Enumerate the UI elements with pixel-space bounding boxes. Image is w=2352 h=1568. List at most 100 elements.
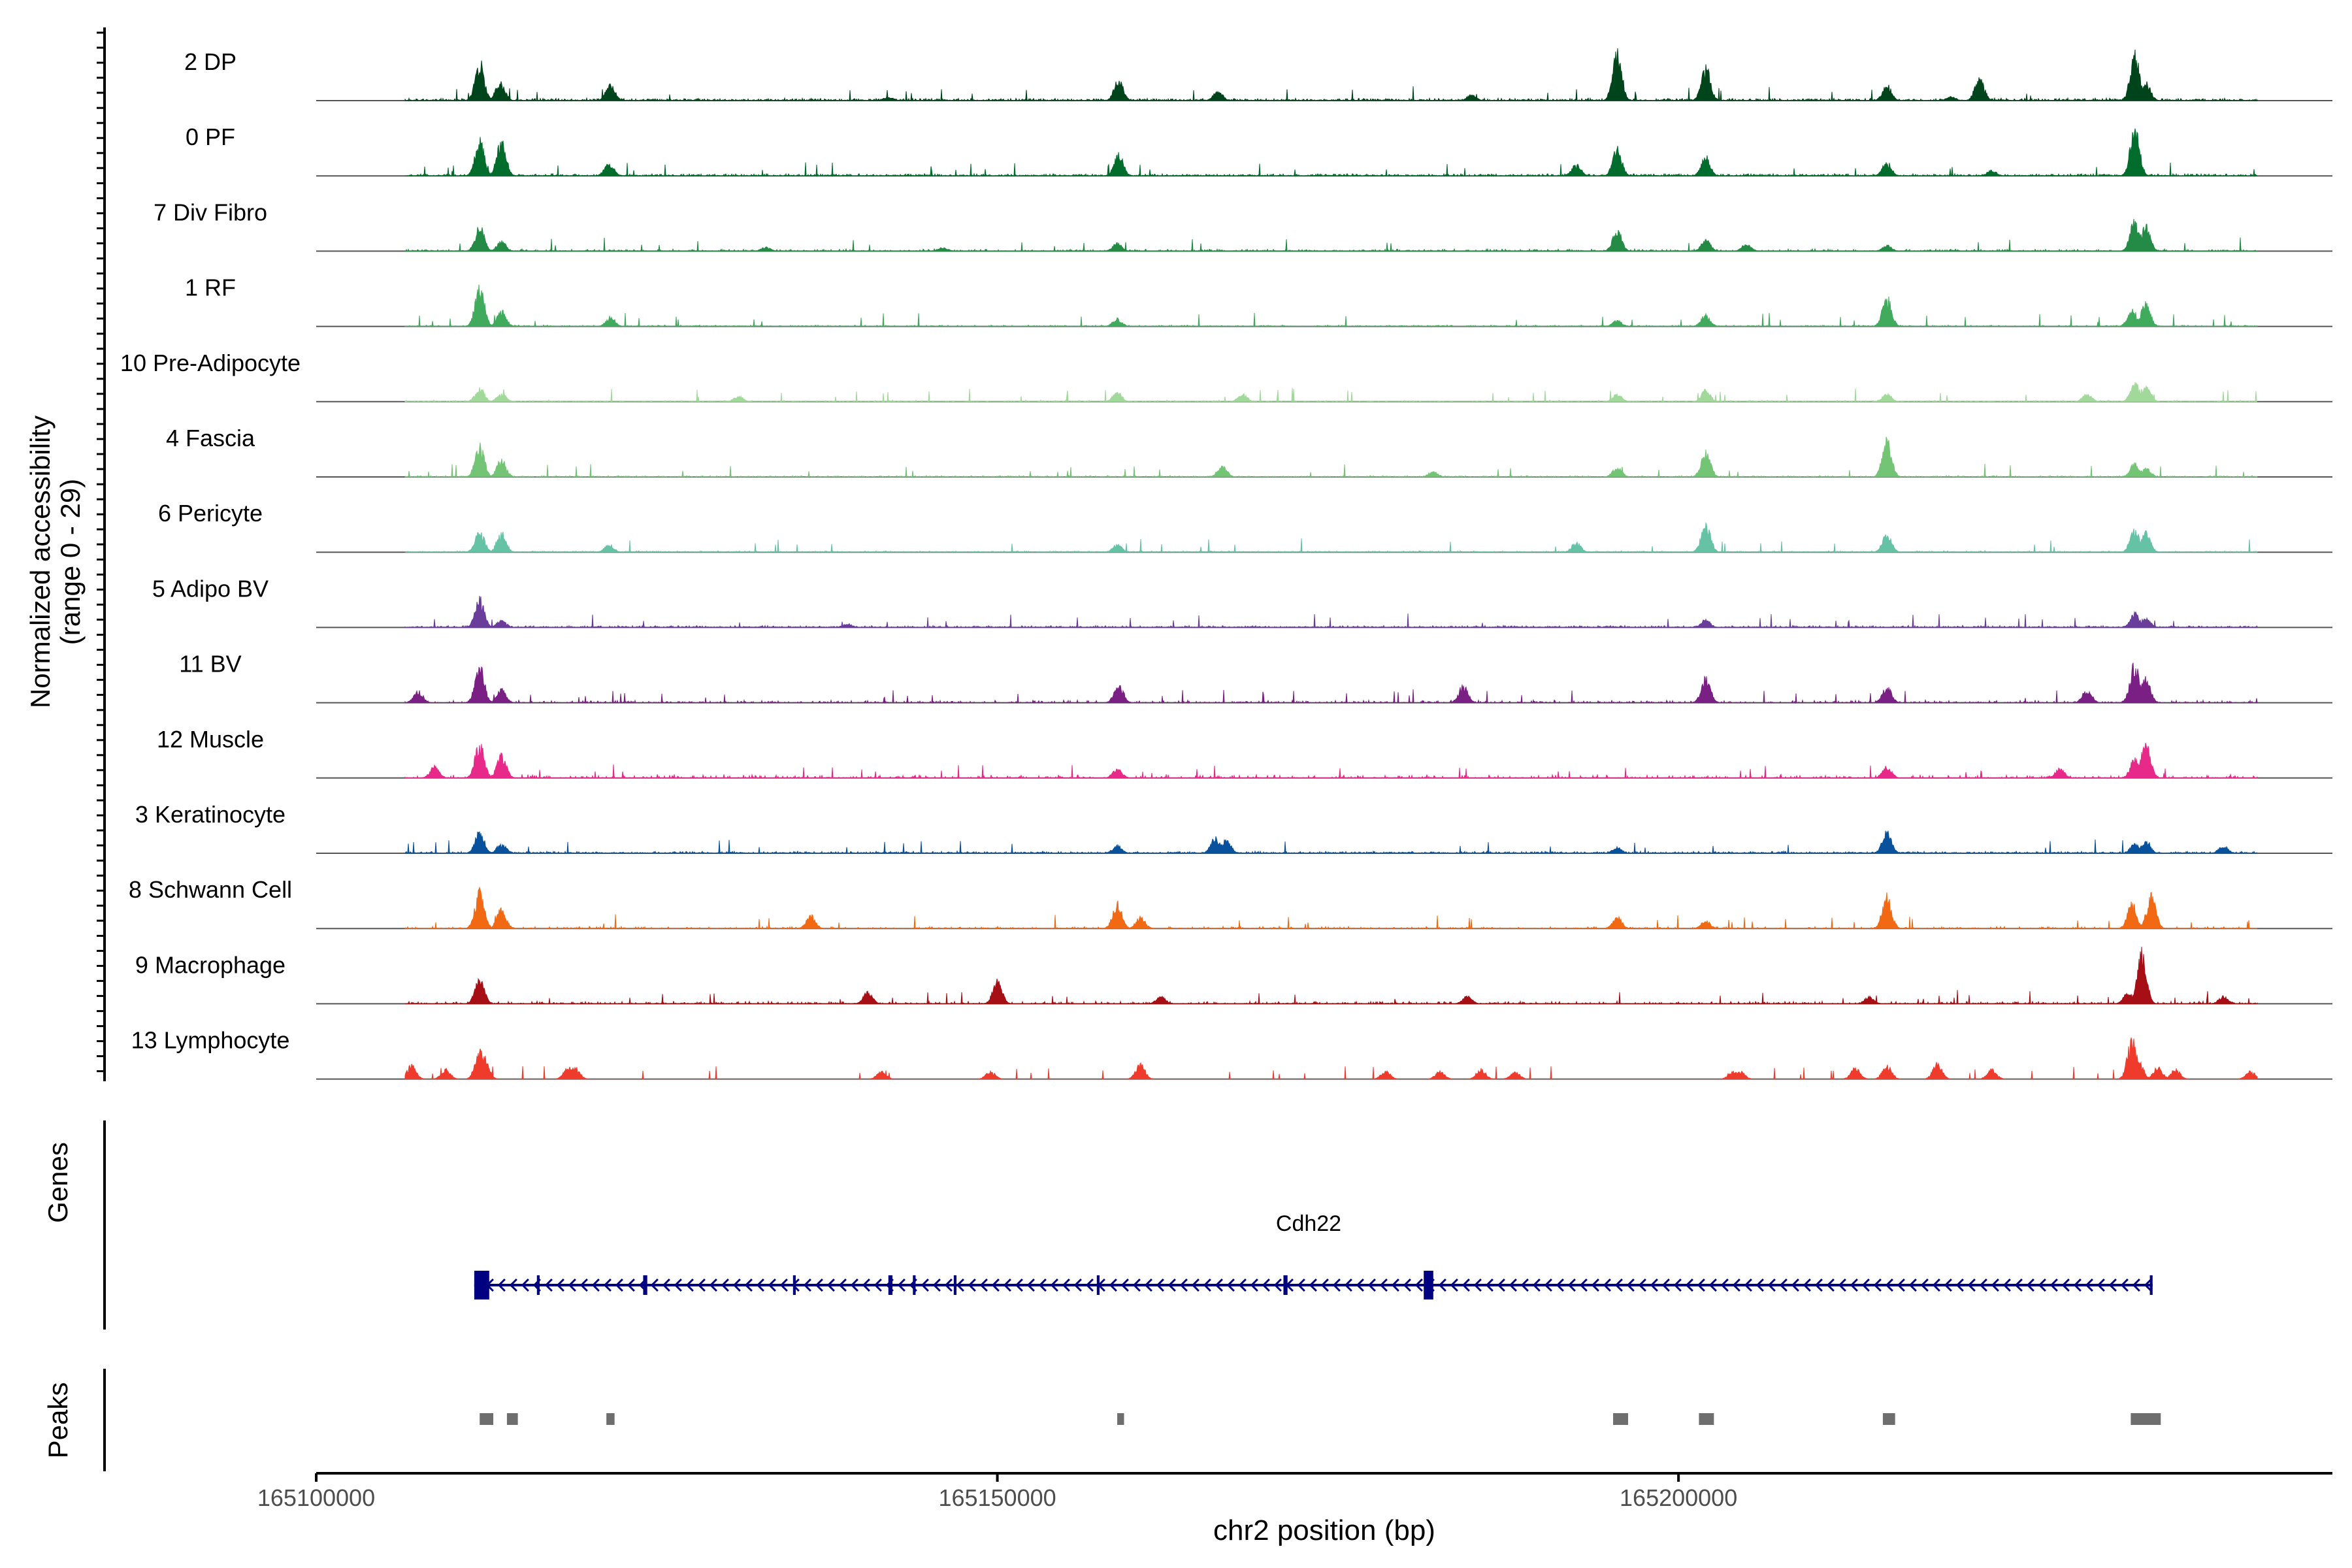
strand-arrow [1650, 1278, 1658, 1292]
strand-arrow [1191, 1278, 1200, 1292]
strand-arrow [1861, 1278, 1870, 1292]
strand-arrow [1732, 1278, 1740, 1292]
y-axis-label: Normalized accessibility [25, 416, 56, 708]
strand-arrow [1485, 1278, 1494, 1292]
strand-arrow [603, 1278, 612, 1292]
strand-arrow [1132, 1278, 1141, 1292]
strand-arrow [921, 1278, 929, 1292]
strand-arrow [2026, 1278, 2034, 1292]
coverage-area [404, 48, 2258, 102]
strand-arrow [1803, 1278, 1811, 1292]
strand-arrow [779, 1278, 788, 1292]
strand-arrow [2050, 1278, 2058, 1292]
strand-arrow [1414, 1278, 1423, 1292]
peak-region [1882, 1413, 1895, 1425]
peak-region [1613, 1413, 1628, 1425]
strand-arrow [1356, 1278, 1364, 1292]
strand-arrow [544, 1278, 553, 1292]
strand-arrow [1226, 1278, 1235, 1292]
track-14: 13 Lymphocyte [131, 1027, 2332, 1080]
coverage-area [405, 219, 2258, 253]
peak-region [606, 1413, 615, 1425]
strand-arrow [1073, 1278, 1082, 1292]
strand-arrow [685, 1278, 694, 1292]
strand-arrow [1920, 1278, 1929, 1292]
strand-arrow [1720, 1278, 1729, 1292]
track-label: 12 Muscle [157, 726, 264, 753]
x-tick-label: 165100000 [257, 1484, 375, 1511]
strand-arrow [1403, 1278, 1411, 1292]
strand-arrow [2038, 1278, 2046, 1292]
track-label: 6 Pericyte [158, 500, 263, 527]
track-1: 2 DP [184, 48, 2332, 102]
strand-arrow [732, 1278, 741, 1292]
strand-arrow [1603, 1278, 1611, 1292]
coverage-area [404, 742, 2258, 779]
strand-arrow [1015, 1278, 1023, 1292]
coverage-y-axis [97, 27, 106, 1081]
strand-arrow [1026, 1278, 1035, 1292]
strand-arrow [1626, 1278, 1635, 1292]
strand-arrow [1673, 1278, 1682, 1292]
strand-arrow [2120, 1278, 2129, 1292]
strand-arrow [1850, 1278, 1858, 1292]
strand-arrow [1156, 1278, 1164, 1292]
gene-exon [1424, 1271, 1433, 1299]
coverage-area [404, 1036, 2258, 1080]
coverage-area [404, 382, 2257, 403]
coverage-area [404, 128, 2258, 177]
strand-arrow [1885, 1278, 1893, 1292]
peaks-panel-label: Peaks [42, 1382, 73, 1459]
strand-arrow [615, 1278, 623, 1292]
strand-arrow [1661, 1278, 1670, 1292]
peak-track [480, 1413, 2161, 1425]
strand-arrow [1215, 1278, 1223, 1292]
strand-arrow [1379, 1278, 1388, 1292]
strand-arrow [1050, 1278, 1058, 1292]
coverage-area [404, 436, 2258, 478]
gene-exon [792, 1275, 796, 1295]
track-label: 1 RF [185, 274, 236, 301]
coverage-area [404, 886, 2257, 930]
strand-arrow [1944, 1278, 1952, 1292]
strand-arrow [744, 1278, 753, 1292]
strand-arrow [1497, 1278, 1505, 1292]
track-label: 10 Pre-Adipocyte [120, 350, 301, 376]
strand-arrow [1614, 1278, 1623, 1292]
track-label: 9 Macrophage [135, 951, 286, 978]
strand-arrow [2085, 1278, 2093, 1292]
strand-arrow [1509, 1278, 1517, 1292]
strand-arrow [897, 1278, 906, 1292]
track-label: 5 Adipo BV [152, 575, 269, 602]
track-label: 3 Keratinocyte [135, 801, 286, 828]
strand-arrow [1979, 1278, 1987, 1292]
strand-arrow [1967, 1278, 1976, 1292]
strand-arrow [721, 1278, 729, 1292]
strand-arrow [2144, 1278, 2152, 1292]
strand-arrow [1756, 1278, 1764, 1292]
strand-arrow [1544, 1278, 1552, 1292]
strand-arrow [956, 1278, 964, 1292]
strand-arrow [1003, 1278, 1011, 1292]
track-label: 0 PF [186, 123, 235, 150]
gene-track: Cdh22 [474, 1211, 2153, 1299]
strand-arrow [1344, 1278, 1352, 1292]
strand-arrow [756, 1278, 764, 1292]
strand-arrow [1473, 1278, 1482, 1292]
strand-arrow [1062, 1278, 1070, 1292]
strand-arrow [1697, 1278, 1705, 1292]
genes-panel-label: Genes [42, 1142, 73, 1223]
strand-arrow [815, 1278, 823, 1292]
strand-arrow [1109, 1278, 1117, 1292]
strand-arrow [674, 1278, 682, 1292]
strand-arrow [932, 1278, 941, 1292]
track-11: 3 Keratinocyte [135, 801, 2332, 855]
track-10: 12 Muscle [157, 726, 2332, 779]
gene-exon [953, 1275, 957, 1295]
strand-arrow [979, 1278, 988, 1292]
strand-arrow [1262, 1278, 1270, 1292]
coverage-area [404, 595, 2258, 629]
strand-arrow [1120, 1278, 1129, 1292]
coverage-tracks: 2 DP 0 PF 7 Div Fibro 1 RF 10 Pre-Adipocyte 4… [120, 48, 2332, 1080]
